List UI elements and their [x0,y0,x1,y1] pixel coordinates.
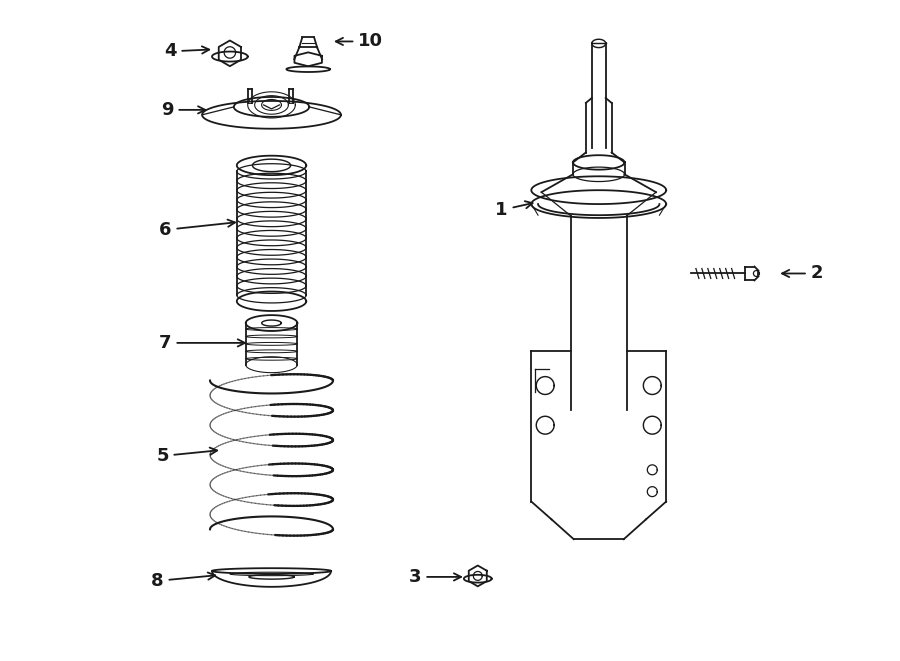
Text: 1: 1 [495,201,533,219]
Text: 7: 7 [159,334,245,352]
Text: 9: 9 [161,101,205,119]
Text: 3: 3 [409,568,461,586]
Text: 5: 5 [157,447,217,465]
Text: 10: 10 [336,32,383,50]
Text: 6: 6 [159,219,235,239]
Text: 4: 4 [164,42,209,60]
Text: 8: 8 [151,572,215,590]
Text: 2: 2 [782,264,824,282]
